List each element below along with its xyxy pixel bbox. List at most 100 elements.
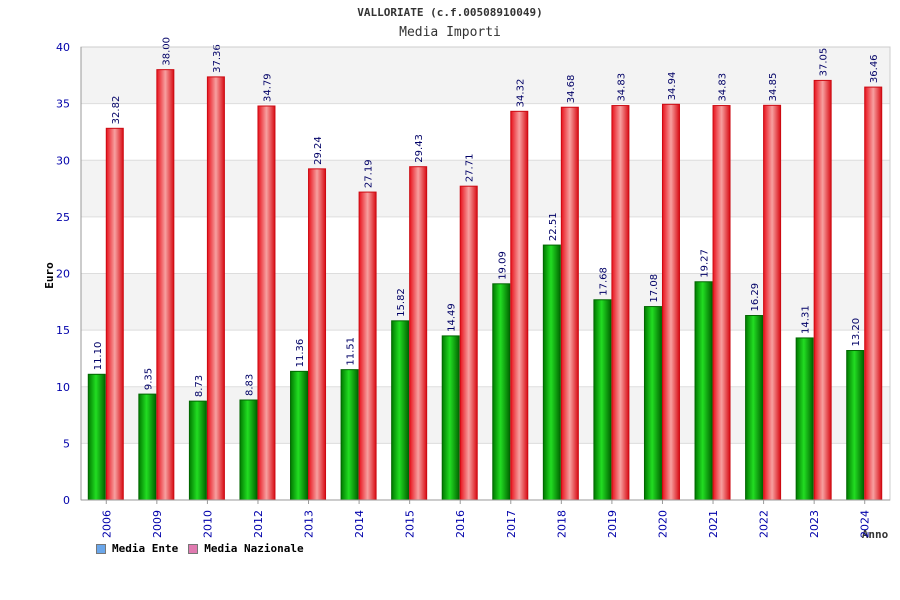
data-label-media-ente: 17.08 — [649, 274, 660, 303]
y-tick-label: 10 — [56, 381, 70, 394]
bar-media-nazionale — [661, 103, 680, 501]
data-label-media-ente: 13.20 — [851, 318, 862, 347]
chart-title: VALLORIATE (c.f.00508910049) — [357, 6, 543, 19]
bar-media-nazionale — [105, 127, 124, 501]
data-label-media-nazionale: 29.43 — [414, 134, 425, 163]
bar-media-ente — [643, 306, 662, 501]
bar-media-nazionale — [409, 166, 428, 501]
data-label-media-ente: 11.51 — [346, 337, 357, 366]
bar-media-ente — [290, 370, 309, 501]
bar-media-ente — [846, 350, 865, 501]
bar-media-nazionale — [206, 76, 225, 501]
chart-legend: Media Ente Media Nazionale — [96, 542, 304, 555]
bar-media-ente — [593, 299, 612, 501]
x-tick-label: 2014 — [353, 510, 366, 538]
x-tick-label: 2015 — [404, 510, 417, 538]
y-tick-label: 20 — [56, 268, 70, 281]
bar-media-nazionale — [156, 69, 175, 501]
bar-media-ente — [542, 244, 561, 501]
data-label-media-ente: 22.51 — [548, 212, 559, 241]
x-tick-label: 2021 — [707, 510, 720, 538]
data-label-media-nazionale: 34.85 — [768, 73, 779, 102]
bar-media-ente — [745, 315, 764, 501]
y-tick-label: 15 — [56, 324, 70, 337]
bar-media-nazionale — [358, 191, 377, 501]
x-tick-label: 2006 — [100, 510, 113, 538]
bar-media-ente — [795, 337, 814, 501]
x-tick-label: 2024 — [859, 510, 872, 538]
data-label-media-nazionale: 34.94 — [667, 72, 678, 101]
data-label-media-ente: 19.27 — [700, 249, 711, 278]
data-label-media-ente: 9.35 — [143, 368, 154, 390]
data-label-media-nazionale: 34.83 — [718, 73, 729, 102]
x-axis-label: Anno — [862, 528, 889, 541]
legend-swatch-media-ente — [96, 543, 106, 554]
bar-media-ente — [188, 400, 207, 501]
bar-media-ente — [239, 399, 258, 501]
legend-item-media-ente: Media Ente — [96, 542, 178, 555]
x-tick-label: 2010 — [201, 510, 214, 538]
x-tick-label: 2019 — [606, 510, 619, 538]
legend-item-media-nazionale: Media Nazionale — [188, 542, 304, 555]
data-label-media-ente: 11.10 — [93, 342, 104, 371]
data-label-media-nazionale: 38.00 — [161, 37, 172, 66]
chart-subtitle: Media Importi — [399, 25, 501, 40]
data-label-media-ente: 8.83 — [244, 374, 255, 396]
y-tick-label: 40 — [56, 41, 70, 54]
x-tick-label: 2018 — [555, 510, 568, 538]
data-label-media-ente: 16.29 — [750, 283, 761, 312]
data-label-media-nazionale: 34.32 — [515, 79, 526, 108]
y-tick-label: 35 — [56, 98, 70, 111]
x-tick-label: 2012 — [252, 510, 265, 538]
x-tick-label: 2009 — [151, 510, 164, 538]
x-tick-label: 2013 — [303, 510, 316, 538]
data-label-media-nazionale: 32.82 — [111, 96, 122, 125]
data-label-media-ente: 19.09 — [497, 251, 508, 280]
y-tick-label: 30 — [56, 154, 70, 167]
data-label-media-ente: 14.49 — [447, 303, 458, 332]
bar-media-nazionale — [459, 185, 478, 501]
bar-media-ente — [87, 373, 106, 501]
data-label-media-nazionale: 37.36 — [212, 44, 223, 73]
data-label-media-nazionale: 34.83 — [616, 73, 627, 102]
bar-media-ente — [138, 393, 157, 501]
data-label-media-ente: 17.68 — [598, 267, 609, 296]
data-label-media-nazionale: 29.24 — [313, 136, 324, 165]
data-label-media-ente: 14.31 — [801, 305, 812, 334]
x-tick-label: 2016 — [454, 510, 467, 538]
bar-media-ente — [492, 283, 511, 501]
y-tick-label: 25 — [56, 211, 70, 224]
bar-media-nazionale — [257, 105, 276, 501]
data-label-media-nazionale: 27.19 — [364, 159, 375, 188]
bar-media-ente — [694, 281, 713, 501]
bar-media-ente — [340, 369, 359, 501]
data-label-media-ente: 11.36 — [295, 339, 306, 368]
data-label-media-nazionale: 37.05 — [819, 48, 830, 77]
legend-swatch-media-nazionale — [188, 543, 199, 554]
legend-label-media-nazionale: Media Nazionale — [204, 542, 304, 555]
x-tick-label: 2017 — [505, 510, 518, 538]
data-label-media-nazionale: 34.68 — [566, 75, 577, 104]
data-label-media-nazionale: 36.46 — [869, 54, 880, 83]
bar-media-nazionale — [510, 110, 529, 501]
data-label-media-nazionale: 34.79 — [262, 73, 273, 102]
x-tick-label: 2023 — [808, 510, 821, 538]
data-label-media-nazionale: 27.71 — [465, 154, 476, 183]
bar-media-ente — [441, 335, 460, 501]
y-tick-label: 0 — [63, 494, 70, 507]
bar-media-nazionale — [864, 86, 883, 501]
data-label-media-ente: 8.73 — [194, 375, 205, 397]
y-tick-label: 5 — [63, 437, 70, 450]
bar-media-ente — [391, 320, 410, 501]
x-tick-label: 2020 — [656, 510, 669, 538]
legend-label-media-ente: Media Ente — [112, 542, 179, 555]
bar-media-nazionale — [560, 106, 579, 501]
bar-media-nazionale — [712, 105, 731, 501]
bar-media-nazionale — [813, 79, 832, 501]
bar-media-nazionale — [611, 105, 630, 501]
data-label-media-ente: 15.82 — [396, 288, 407, 317]
x-tick-label: 2022 — [758, 510, 771, 538]
y-axis-label: Euro — [43, 262, 56, 289]
bar-media-nazionale — [763, 104, 782, 501]
